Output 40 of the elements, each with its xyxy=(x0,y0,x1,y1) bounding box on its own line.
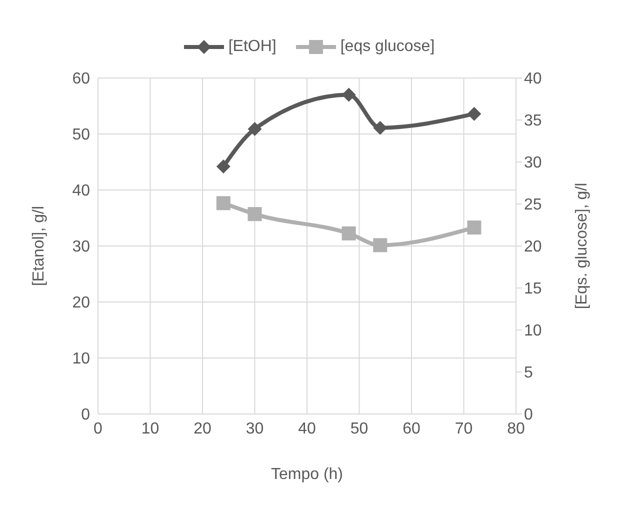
x-tick-label: 20 xyxy=(194,420,212,438)
x-tick-label: 30 xyxy=(246,420,264,438)
x-tick-label: 50 xyxy=(350,420,368,438)
y-tick-label: 10 xyxy=(72,350,90,368)
y2-tick-label: 15 xyxy=(524,280,542,298)
x-tick-label: 60 xyxy=(402,420,420,438)
y-tick-label: 0 xyxy=(81,406,90,424)
point xyxy=(216,196,230,210)
point xyxy=(248,207,262,222)
point xyxy=(342,226,356,240)
x-tick-label: 40 xyxy=(298,420,316,438)
y-tick-label: 20 xyxy=(72,294,90,312)
x-axis-title: Tempo (h) xyxy=(270,466,344,483)
y2-tick-label: 10 xyxy=(524,322,542,340)
point xyxy=(373,238,388,252)
x-tick-label: 70 xyxy=(454,420,473,438)
y2-tick-label: 40 xyxy=(524,70,542,88)
point xyxy=(216,159,230,174)
point xyxy=(248,122,262,136)
point xyxy=(467,220,482,235)
legend-label: [eqs glucose] xyxy=(339,38,435,56)
y-tick-label: 40 xyxy=(72,182,90,200)
y2-tick-label: 25 xyxy=(524,196,542,214)
y-axis-title: [Etanol], g/l xyxy=(30,206,48,286)
x-tick-label: 0 xyxy=(94,420,103,438)
point xyxy=(373,120,388,135)
y-tick-label: 60 xyxy=(72,70,90,88)
x-tick-label: 10 xyxy=(141,420,160,438)
y-tick-label: 50 xyxy=(72,126,90,144)
point xyxy=(467,106,482,121)
y2-tick-label: 20 xyxy=(524,238,542,256)
y2-tick-label: 5 xyxy=(524,364,533,382)
y-tick-label: 30 xyxy=(72,238,90,256)
legend-label: [EtOH] xyxy=(227,38,276,56)
point xyxy=(342,88,356,102)
y2-tick-label: 30 xyxy=(524,154,542,172)
y2-tick-label: 35 xyxy=(524,112,542,130)
y2-axis-title: [Eqs. glucose], g/l xyxy=(574,182,591,310)
x-tick-label: 80 xyxy=(507,420,525,438)
y2-tick-label: 0 xyxy=(524,406,533,424)
